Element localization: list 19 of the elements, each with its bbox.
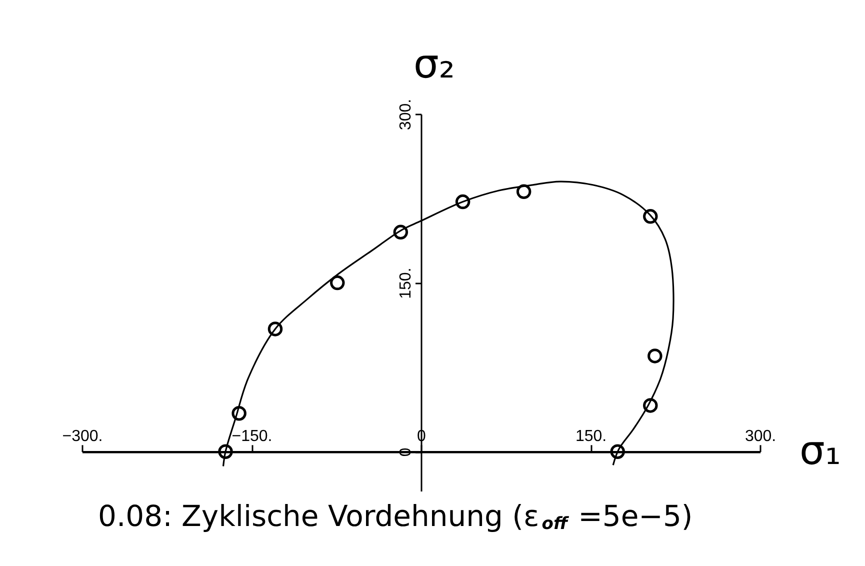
x-axis-title: σ₁ — [800, 428, 841, 474]
point — [455, 194, 470, 210]
point — [643, 398, 658, 413]
x-tick-label: 150. — [575, 428, 607, 446]
y-tick-label: 150. — [398, 268, 414, 299]
point — [268, 322, 283, 336]
point — [610, 444, 625, 459]
y-axis-title: σ₂ — [414, 42, 455, 88]
x-tick-label: −150. — [232, 428, 272, 446]
point — [232, 406, 246, 421]
x-tick-label: 300. — [744, 428, 776, 446]
x-tick-label: −300. — [62, 428, 103, 446]
point — [393, 224, 408, 240]
point — [330, 275, 345, 290]
point — [648, 348, 662, 364]
point — [218, 444, 233, 459]
y-tick-label: 300. — [398, 98, 414, 130]
point — [643, 209, 658, 224]
point — [516, 184, 532, 200]
